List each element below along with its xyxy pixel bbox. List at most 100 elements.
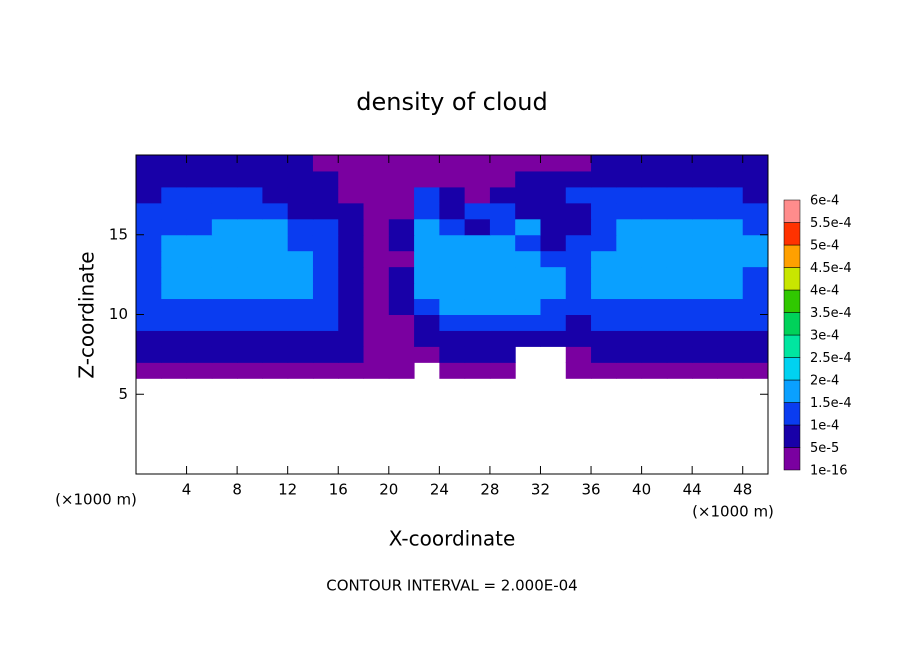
- contour-cell: [237, 362, 263, 379]
- contour-cell: [262, 186, 289, 204]
- colorbar-label: 1e-4: [810, 419, 839, 434]
- contour-cell: [237, 155, 263, 172]
- contour-cell: [515, 282, 541, 300]
- contour-cell: [237, 234, 263, 252]
- contour-cell: [414, 314, 440, 331]
- contour-cell: [717, 314, 744, 331]
- contour-cell: [742, 330, 769, 347]
- contour-cell: [136, 282, 162, 300]
- contour-cell: [287, 186, 314, 204]
- contour-cell: [312, 314, 339, 331]
- x-unit-label: (×1000 m): [692, 503, 774, 521]
- contour-cell: [540, 314, 567, 331]
- contour-cell: [464, 362, 491, 379]
- x-tick-label: 32: [531, 481, 550, 499]
- contour-cell: [717, 266, 744, 284]
- colorbar-box: [783, 379, 801, 403]
- contour-cell: [717, 170, 744, 188]
- contour-cell: [439, 218, 466, 236]
- contour-cell: [464, 314, 491, 331]
- contour-cell: [591, 266, 617, 284]
- contour-cell: [515, 186, 541, 204]
- contour-cell: [136, 218, 162, 236]
- contour-cell: [439, 298, 466, 315]
- footer-note: CONTOUR INTERVAL = 2.000E-04: [326, 577, 577, 595]
- contour-cell: [515, 266, 541, 284]
- colorbar-box: [783, 267, 801, 291]
- contour-cell: [717, 218, 744, 236]
- contour-cell: [591, 330, 617, 347]
- contour-cell: [312, 250, 339, 268]
- contour-cell: [312, 362, 339, 379]
- contour-cell: [186, 250, 213, 268]
- contour-cell: [338, 234, 365, 252]
- colorbar-box: [783, 199, 801, 223]
- contour-cell: [489, 170, 516, 188]
- contour-cell: [136, 346, 162, 363]
- colorbar-label: 5e-4: [810, 239, 839, 254]
- contour-cell: [641, 346, 668, 363]
- contour-cell: [136, 314, 162, 331]
- contour-cell: [161, 346, 188, 363]
- contour-cell: [464, 155, 491, 172]
- contour-cell: [211, 234, 238, 252]
- contour-cell: [489, 282, 516, 300]
- contour-cell: [186, 346, 213, 363]
- contour-cell: [616, 314, 643, 331]
- contour-cell: [363, 186, 390, 204]
- contour-cell: [161, 298, 188, 315]
- contour-cell: [414, 170, 440, 188]
- contour-cell: [262, 202, 289, 220]
- contour-cell: [616, 330, 643, 347]
- contour-cell: [591, 282, 617, 300]
- contour-cell: [692, 234, 718, 252]
- contour-cell: [262, 266, 289, 284]
- contour-cell: [262, 170, 289, 188]
- contour-cell: [186, 266, 213, 284]
- contour-cell: [136, 186, 162, 204]
- contour-cell: [540, 170, 567, 188]
- colorbar-label: 1.5e-4: [810, 396, 852, 411]
- contour-cell: [591, 202, 617, 220]
- contour-cell: [641, 282, 668, 300]
- contour-cell: [287, 234, 314, 252]
- contour-cell: [565, 314, 592, 331]
- contour-cell: [692, 314, 718, 331]
- contour-cell: [489, 218, 516, 236]
- contour-cell: [692, 266, 718, 284]
- contour-cell: [717, 362, 744, 379]
- contour-cell: [388, 298, 415, 315]
- contour-cell: [717, 282, 744, 300]
- contour-cell: [338, 266, 365, 284]
- contour-cell: [363, 250, 390, 268]
- colorbar-label: 3.5e-4: [810, 306, 852, 321]
- y-tick-label: 15: [109, 225, 128, 243]
- contour-cell: [414, 155, 440, 172]
- contour-cell: [692, 250, 718, 268]
- contour-cell: [312, 330, 339, 347]
- contour-cell: [565, 202, 592, 220]
- contour-cell: [237, 170, 263, 188]
- contour-cell: [641, 202, 668, 220]
- contour-cell: [388, 346, 415, 363]
- contour-cell: [414, 186, 440, 204]
- contour-cell: [666, 218, 693, 236]
- contour-cell: [641, 330, 668, 347]
- colorbar-box: [783, 334, 801, 358]
- colorbar-label: 4.5e-4: [810, 261, 852, 276]
- contour-cell: [312, 155, 339, 172]
- contour-cell: [161, 170, 188, 188]
- contour-cell: [363, 266, 390, 284]
- contour-cell: [717, 250, 744, 268]
- contour-cell: [414, 202, 440, 220]
- contour-cell: [641, 314, 668, 331]
- contour-cell: [489, 266, 516, 284]
- contour-cell: [338, 250, 365, 268]
- contour-cell: [565, 155, 592, 172]
- contour-cell: [616, 202, 643, 220]
- contour-cell: [692, 218, 718, 236]
- contour-cell: [742, 170, 769, 188]
- y-tick-label: 10: [109, 305, 128, 323]
- contour-cell: [666, 346, 693, 363]
